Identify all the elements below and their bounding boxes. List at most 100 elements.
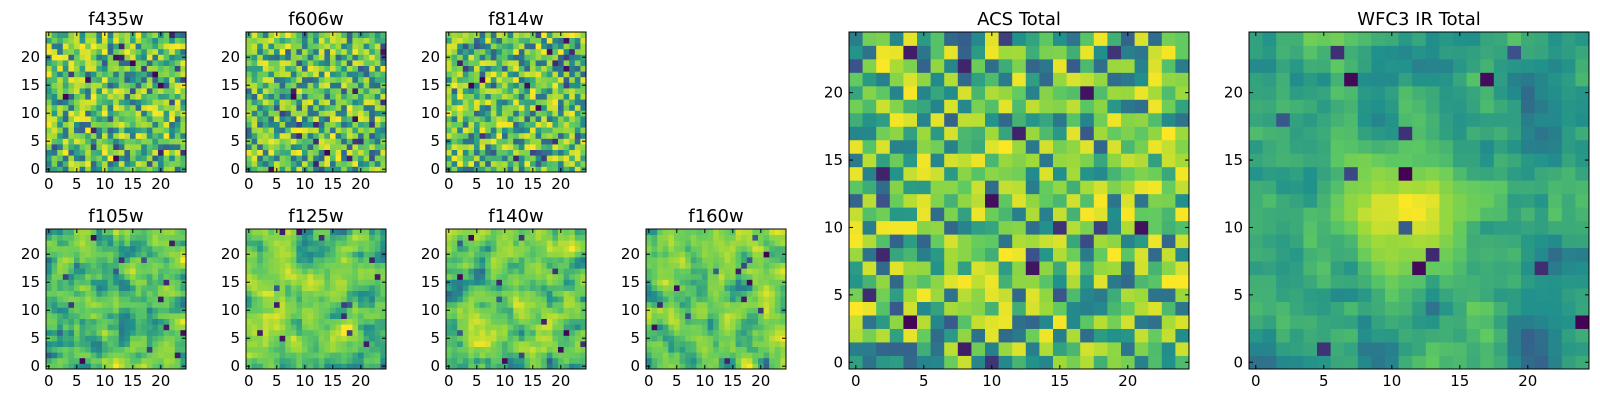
heatmap-cell xyxy=(174,296,181,303)
heatmap-cell xyxy=(574,76,581,83)
axes-frame xyxy=(445,228,587,370)
heatmap-cell xyxy=(118,71,125,78)
heatmap-cell xyxy=(741,290,748,297)
heatmap-cell xyxy=(724,251,731,258)
heatmap-cell xyxy=(74,88,80,94)
heatmap-cell xyxy=(79,48,86,55)
heatmap-cell xyxy=(341,127,348,134)
heatmap-cell xyxy=(457,65,464,72)
heatmap-cell xyxy=(679,318,686,325)
heatmap-cell xyxy=(657,273,664,280)
heatmap-cell xyxy=(849,247,863,262)
heatmap-cell xyxy=(496,127,503,134)
heatmap-cell xyxy=(352,234,359,241)
heatmap-cell xyxy=(318,54,325,61)
heatmap-cell xyxy=(1080,180,1095,195)
heatmap-cell xyxy=(268,144,275,150)
heatmap-cell xyxy=(513,262,520,269)
heatmap-cell xyxy=(141,229,148,235)
heatmap-cell xyxy=(324,65,331,72)
heatmap-cell xyxy=(380,285,387,291)
heatmap-cell xyxy=(1134,288,1149,302)
heatmap-cell xyxy=(917,234,931,249)
heatmap-cell xyxy=(146,88,153,94)
heatmap-cell xyxy=(307,296,314,303)
heatmap-cell xyxy=(174,346,181,353)
heatmap-cell xyxy=(696,318,703,325)
heatmap-cell xyxy=(707,357,714,364)
heatmap-cell xyxy=(296,324,303,331)
heatmap-cell xyxy=(246,48,252,55)
heatmap-cell xyxy=(769,357,776,364)
heatmap-cell xyxy=(262,251,269,258)
heatmap-cell xyxy=(457,279,464,286)
heatmap-cell xyxy=(274,110,280,117)
heatmap-cell xyxy=(1148,342,1163,356)
heatmap-cell xyxy=(169,318,176,325)
heatmap-cell xyxy=(296,127,303,134)
heatmap-cell xyxy=(552,71,559,78)
heatmap-cell xyxy=(174,32,181,38)
heatmap-cell xyxy=(657,279,664,286)
heatmap-cell xyxy=(468,104,475,111)
heatmap-cell xyxy=(774,352,781,359)
heatmap-cell xyxy=(102,127,108,134)
heatmap-cell xyxy=(118,262,125,269)
heatmap-cell xyxy=(152,262,159,269)
heatmap-cell xyxy=(318,245,325,252)
heatmap-cell xyxy=(296,48,303,55)
heatmap-cell xyxy=(107,234,114,241)
heatmap-cell xyxy=(889,153,904,168)
heatmap-cell xyxy=(257,76,264,83)
heatmap-cell xyxy=(1039,288,1054,302)
heatmap-cell xyxy=(262,290,269,297)
heatmap-cell xyxy=(558,262,564,269)
heatmap-cell xyxy=(462,346,469,353)
heatmap-cell xyxy=(158,273,164,280)
heatmap-cell xyxy=(285,71,292,78)
heatmap-cell xyxy=(580,318,587,325)
heatmap-cell xyxy=(513,37,520,44)
heatmap-cell xyxy=(130,245,136,252)
heatmap-cell xyxy=(446,99,452,106)
heatmap-cell xyxy=(62,144,69,150)
heatmap-cell xyxy=(307,273,314,280)
heatmap-cell xyxy=(130,290,136,297)
heatmap-cell xyxy=(535,93,542,100)
heatmap-cell xyxy=(285,54,292,61)
heatmap-cell xyxy=(107,257,114,263)
heatmap-cell xyxy=(718,329,725,336)
heatmap-cell xyxy=(262,301,269,308)
heatmap-cell xyxy=(468,234,475,241)
heatmap-cell xyxy=(324,155,331,162)
heatmap-cell xyxy=(546,132,553,139)
heatmap-cell xyxy=(246,329,252,336)
heatmap-cell xyxy=(62,257,69,263)
heatmap-cell xyxy=(307,257,314,263)
heatmap-cell xyxy=(290,240,297,247)
heatmap-cell xyxy=(102,324,108,331)
heatmap-cell xyxy=(496,296,503,303)
heatmap-cell xyxy=(374,32,381,38)
heatmap-cell xyxy=(62,43,69,50)
heatmap-cell xyxy=(917,301,931,316)
heatmap-cell xyxy=(518,290,525,297)
heatmap-cell xyxy=(490,88,497,94)
heatmap-cell xyxy=(251,43,258,50)
heatmap-cell xyxy=(944,220,959,235)
heatmap-cell xyxy=(169,65,176,72)
heatmap-cell xyxy=(251,290,258,297)
heatmap-cell xyxy=(496,99,503,106)
heatmap-cell xyxy=(369,251,376,258)
heatmap-cell xyxy=(502,60,508,66)
heatmap-cell xyxy=(713,268,720,275)
heatmap-cell xyxy=(674,329,680,336)
heatmap-cell xyxy=(451,60,458,66)
heatmap-cell xyxy=(296,341,303,347)
heatmap-cell xyxy=(96,329,103,336)
heatmap-cell xyxy=(246,76,252,83)
heatmap-cell xyxy=(479,335,486,342)
heatmap-cell xyxy=(51,234,58,241)
heatmap-cell xyxy=(102,329,108,336)
